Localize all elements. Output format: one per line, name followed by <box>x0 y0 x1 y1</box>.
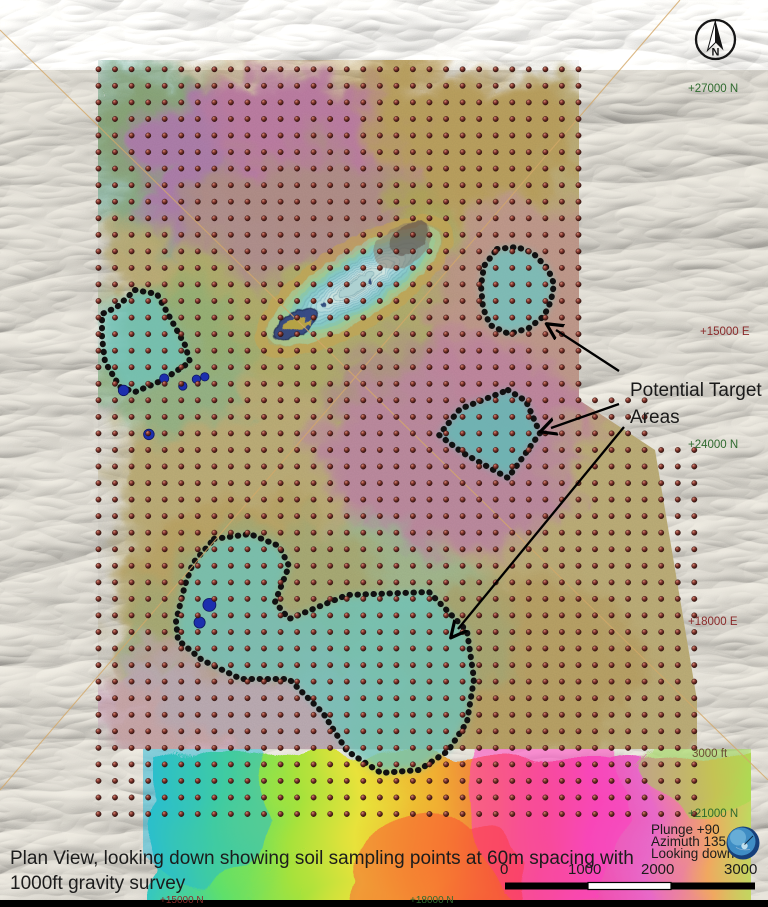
svg-text:+18000 N: +18000 N <box>410 895 454 906</box>
svg-text:Looking down: Looking down <box>651 846 734 861</box>
svg-text:3000 ft: 3000 ft <box>692 748 728 760</box>
svg-text:1000ft gravity survey: 1000ft gravity survey <box>10 873 186 894</box>
svg-text:+15000 N: +15000 N <box>160 895 204 906</box>
svg-text:+18000 E: +18000 E <box>688 616 738 628</box>
svg-text:3000: 3000 <box>724 861 757 878</box>
svg-text:2000: 2000 <box>641 861 674 878</box>
svg-text:Areas: Areas <box>630 407 680 428</box>
svg-text:+27000 N: +27000 N <box>688 83 738 95</box>
svg-text:1000: 1000 <box>568 861 601 878</box>
svg-text:Potential Target: Potential Target <box>630 380 762 401</box>
svg-text:+15000 E: +15000 E <box>700 326 750 338</box>
svg-text:+24000 N: +24000 N <box>688 439 738 451</box>
svg-text:N: N <box>712 47 720 59</box>
svg-text:+21000 N: +21000 N <box>688 808 738 820</box>
svg-text:Plan View, looking down showin: Plan View, looking down showing soil sam… <box>10 848 634 869</box>
svg-text:0: 0 <box>500 861 508 878</box>
